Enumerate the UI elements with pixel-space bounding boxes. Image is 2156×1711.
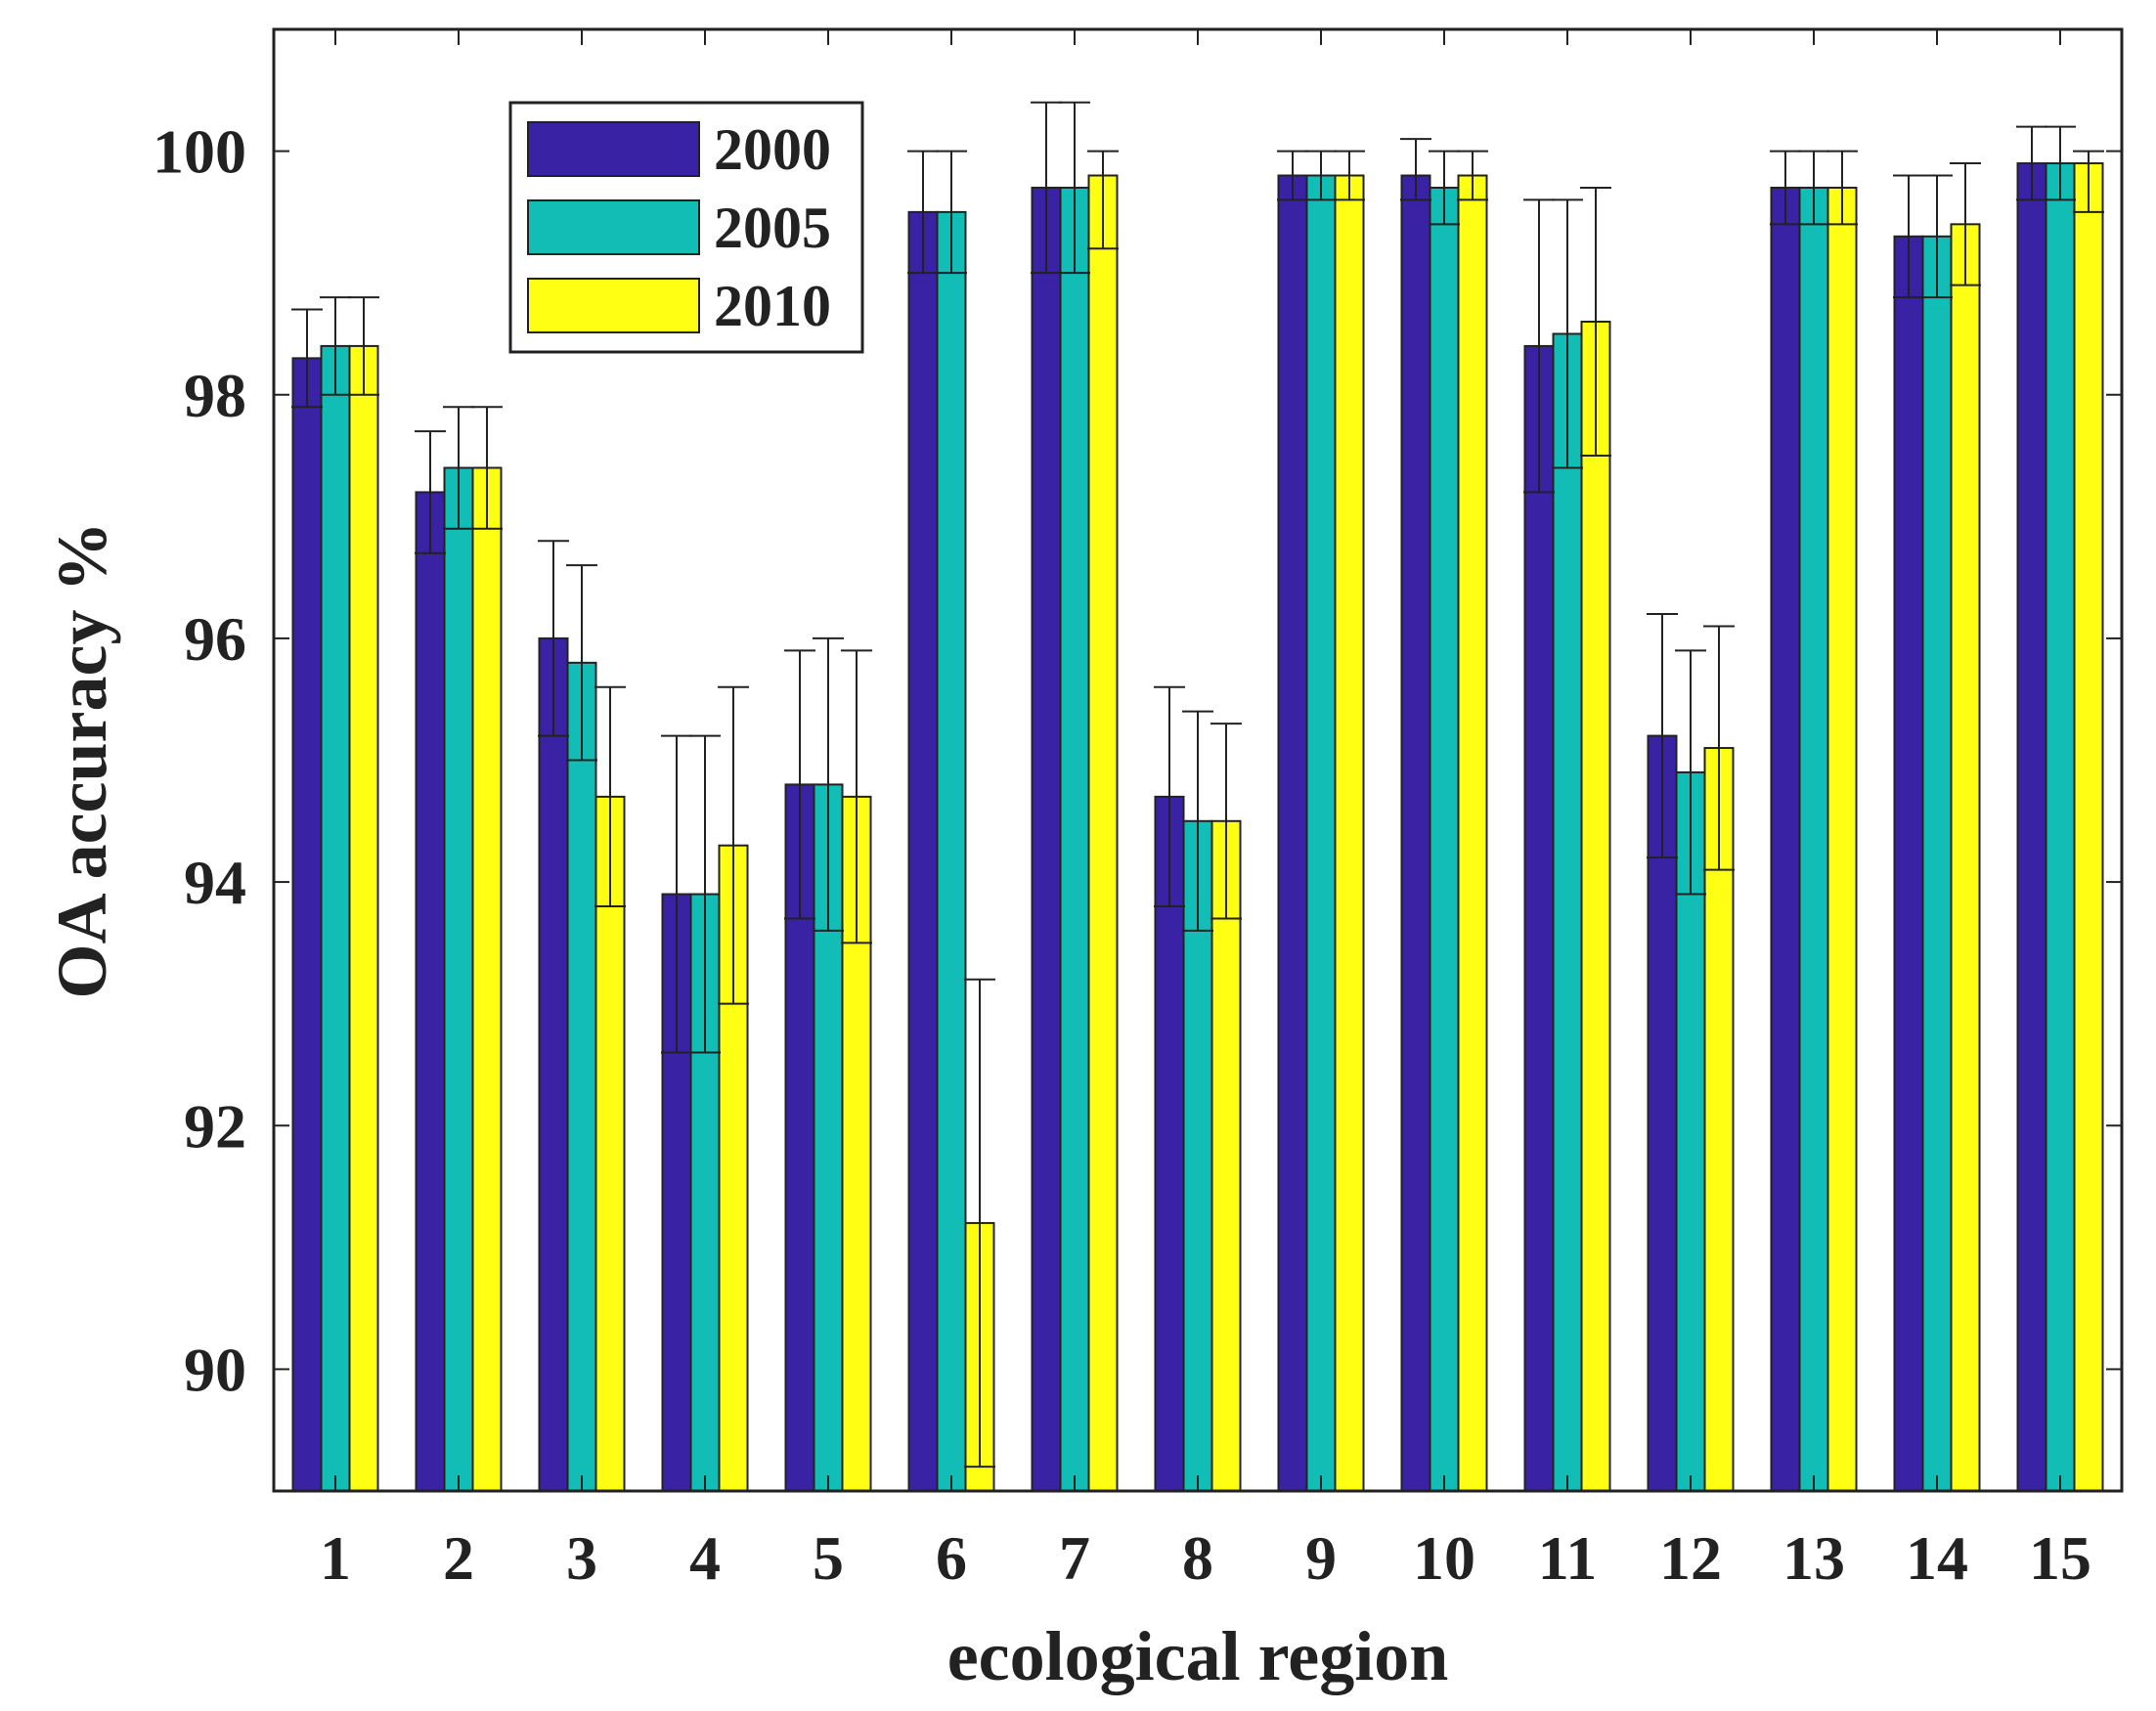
bar-2005-region-2 bbox=[443, 466, 474, 1492]
bar-2005-region-13 bbox=[1798, 186, 1829, 1492]
bar-2000-region-1 bbox=[291, 357, 323, 1492]
x-tick-label: 2 bbox=[443, 1523, 474, 1593]
x-tick-label: 14 bbox=[1906, 1523, 1968, 1593]
y-axis-title: OA accuracy % bbox=[43, 522, 121, 999]
bar-2005-region-9 bbox=[1305, 174, 1337, 1492]
x-tick-label: 11 bbox=[1538, 1523, 1597, 1593]
legend-swatch-2000 bbox=[527, 121, 700, 177]
bar-2000-region-6 bbox=[907, 210, 939, 1492]
bar-2000-region-11 bbox=[1523, 344, 1555, 1493]
x-tick-label: 8 bbox=[1182, 1523, 1213, 1593]
bar-2000-region-10 bbox=[1400, 174, 1431, 1492]
x-tick-label: 5 bbox=[813, 1523, 844, 1593]
y-axis: 90 92 94 96 98 100 bbox=[153, 117, 2122, 1404]
bar-2010-region-15 bbox=[2073, 162, 2104, 1493]
bar-2000-region-3 bbox=[538, 636, 569, 1492]
error-bars-layer bbox=[291, 101, 2104, 1469]
bar-2000-region-15 bbox=[2016, 162, 2047, 1493]
bar-2005-region-10 bbox=[1429, 186, 1460, 1492]
x-axis-title: ecological region bbox=[947, 1617, 1449, 1695]
x-tick-label: 12 bbox=[1659, 1523, 1722, 1593]
bar-2010-region-2 bbox=[471, 466, 503, 1492]
bar-2005-region-3 bbox=[566, 661, 597, 1492]
y-tick-label: 90 bbox=[184, 1335, 246, 1404]
y-tick-label: 92 bbox=[184, 1091, 246, 1161]
legend-swatch-2010 bbox=[527, 278, 700, 333]
x-tick-label: 13 bbox=[1782, 1523, 1845, 1593]
x-tick-label: 4 bbox=[689, 1523, 721, 1593]
bar-2005-region-6 bbox=[936, 210, 967, 1492]
x-tick-label: 7 bbox=[1059, 1523, 1090, 1593]
y-tick-label: 100 bbox=[153, 117, 246, 187]
x-tick-label: 9 bbox=[1305, 1523, 1337, 1593]
y-tick-label: 96 bbox=[184, 604, 246, 674]
x-tick-label: 10 bbox=[1413, 1523, 1475, 1593]
bar-2010-region-11 bbox=[1580, 321, 1611, 1492]
bar-2010-region-9 bbox=[1334, 174, 1365, 1492]
legend-label-2005: 2005 bbox=[714, 196, 831, 260]
bar-2010-region-8 bbox=[1210, 819, 1242, 1492]
bar-2005-region-1 bbox=[320, 344, 351, 1493]
x-tick-label: 6 bbox=[936, 1523, 967, 1593]
bar-2000-region-2 bbox=[415, 491, 446, 1492]
bar-2010-region-14 bbox=[1950, 223, 1981, 1492]
bar-2010-region-7 bbox=[1087, 174, 1119, 1492]
x-tick-label: 3 bbox=[566, 1523, 597, 1593]
bar-2010-region-12 bbox=[1703, 747, 1735, 1492]
bar-2000-region-14 bbox=[1893, 235, 1924, 1493]
bar-2010-region-10 bbox=[1457, 174, 1488, 1492]
legend-swatch-2005 bbox=[527, 199, 700, 255]
bar-2005-region-8 bbox=[1182, 819, 1213, 1492]
y-tick-label: 98 bbox=[184, 361, 246, 430]
bar-2000-region-13 bbox=[1770, 186, 1801, 1492]
bar-2000-region-9 bbox=[1277, 174, 1308, 1492]
y-tick-label: 94 bbox=[184, 848, 246, 917]
bar-2005-region-7 bbox=[1059, 186, 1090, 1492]
bar-2010-region-13 bbox=[1826, 186, 1858, 1492]
bar-2000-region-8 bbox=[1154, 795, 1185, 1492]
legend-label-2010: 2010 bbox=[714, 274, 831, 338]
bar-2000-region-12 bbox=[1647, 734, 1678, 1492]
bar-2010-region-1 bbox=[348, 344, 379, 1493]
x-tick-label: 15 bbox=[2029, 1523, 2091, 1593]
bar-2005-region-11 bbox=[1552, 332, 1583, 1492]
bar-2000-region-7 bbox=[1031, 186, 1062, 1492]
legend-label-2000: 2000 bbox=[714, 117, 831, 182]
bar-2005-region-14 bbox=[1921, 235, 1953, 1493]
x-axis: 1 2 3 4 5 6 7 8 9 10 11 12 13 14 15 bbox=[320, 29, 2091, 1593]
legend: 2000 2005 2010 bbox=[508, 101, 864, 354]
x-tick-label: 1 bbox=[320, 1523, 351, 1593]
bar-2005-region-15 bbox=[2045, 162, 2076, 1493]
